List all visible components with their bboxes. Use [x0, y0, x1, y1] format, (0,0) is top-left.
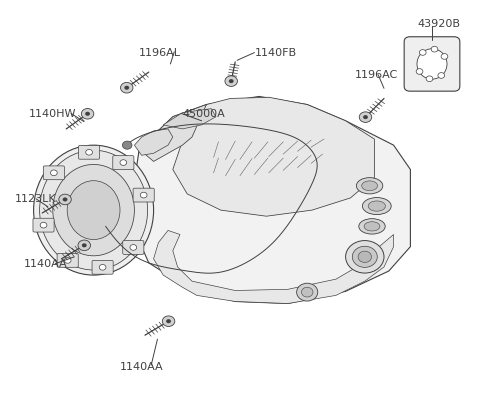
Ellipse shape — [40, 151, 148, 271]
Ellipse shape — [362, 198, 391, 215]
Circle shape — [124, 87, 129, 91]
Circle shape — [162, 316, 175, 327]
FancyBboxPatch shape — [113, 156, 134, 170]
Polygon shape — [163, 109, 216, 130]
Circle shape — [225, 77, 238, 87]
Text: 1123LK: 1123LK — [14, 194, 56, 203]
Ellipse shape — [368, 201, 385, 212]
Ellipse shape — [417, 50, 447, 80]
Circle shape — [352, 247, 377, 268]
Circle shape — [86, 150, 93, 156]
Circle shape — [50, 171, 57, 176]
Circle shape — [82, 244, 87, 248]
Ellipse shape — [34, 146, 154, 275]
Circle shape — [140, 193, 147, 198]
Ellipse shape — [53, 165, 134, 256]
Circle shape — [297, 284, 318, 301]
Ellipse shape — [362, 181, 378, 191]
Ellipse shape — [359, 219, 385, 234]
Text: 1140HW: 1140HW — [29, 109, 76, 118]
FancyBboxPatch shape — [92, 261, 113, 275]
FancyBboxPatch shape — [57, 254, 78, 268]
Circle shape — [363, 116, 368, 120]
FancyBboxPatch shape — [33, 219, 54, 232]
Circle shape — [59, 195, 72, 205]
Polygon shape — [154, 231, 394, 304]
Polygon shape — [134, 97, 410, 304]
Circle shape — [122, 142, 132, 150]
Text: 45000A: 45000A — [182, 109, 225, 118]
Circle shape — [99, 265, 106, 271]
Circle shape — [431, 47, 438, 53]
Circle shape — [420, 51, 426, 56]
Circle shape — [358, 252, 372, 263]
Circle shape — [426, 77, 433, 82]
Polygon shape — [134, 130, 173, 156]
Circle shape — [63, 198, 68, 202]
FancyBboxPatch shape — [133, 189, 154, 202]
Circle shape — [120, 83, 133, 94]
Circle shape — [120, 160, 127, 166]
Circle shape — [346, 241, 384, 273]
Circle shape — [85, 113, 90, 117]
Circle shape — [441, 55, 448, 60]
FancyBboxPatch shape — [123, 241, 144, 255]
FancyBboxPatch shape — [43, 166, 64, 180]
Text: 1140FB: 1140FB — [254, 48, 297, 58]
Ellipse shape — [356, 178, 383, 194]
Polygon shape — [173, 98, 374, 217]
Circle shape — [359, 113, 372, 123]
Text: 1196AL: 1196AL — [139, 48, 181, 58]
Circle shape — [166, 320, 171, 324]
Ellipse shape — [67, 181, 120, 240]
FancyBboxPatch shape — [404, 38, 460, 92]
Circle shape — [301, 288, 313, 297]
Text: 1140AA: 1140AA — [120, 362, 164, 371]
Circle shape — [78, 241, 91, 251]
FancyBboxPatch shape — [79, 146, 100, 160]
Circle shape — [40, 223, 47, 228]
Polygon shape — [139, 105, 206, 162]
Text: 1140AA: 1140AA — [24, 258, 68, 268]
Circle shape — [416, 70, 423, 75]
Text: 43920B: 43920B — [418, 19, 461, 29]
Circle shape — [64, 258, 71, 264]
Circle shape — [81, 109, 94, 120]
Text: 1196AC: 1196AC — [355, 70, 398, 80]
Circle shape — [438, 73, 444, 79]
Circle shape — [229, 80, 234, 84]
Ellipse shape — [364, 222, 380, 231]
Circle shape — [130, 245, 137, 251]
